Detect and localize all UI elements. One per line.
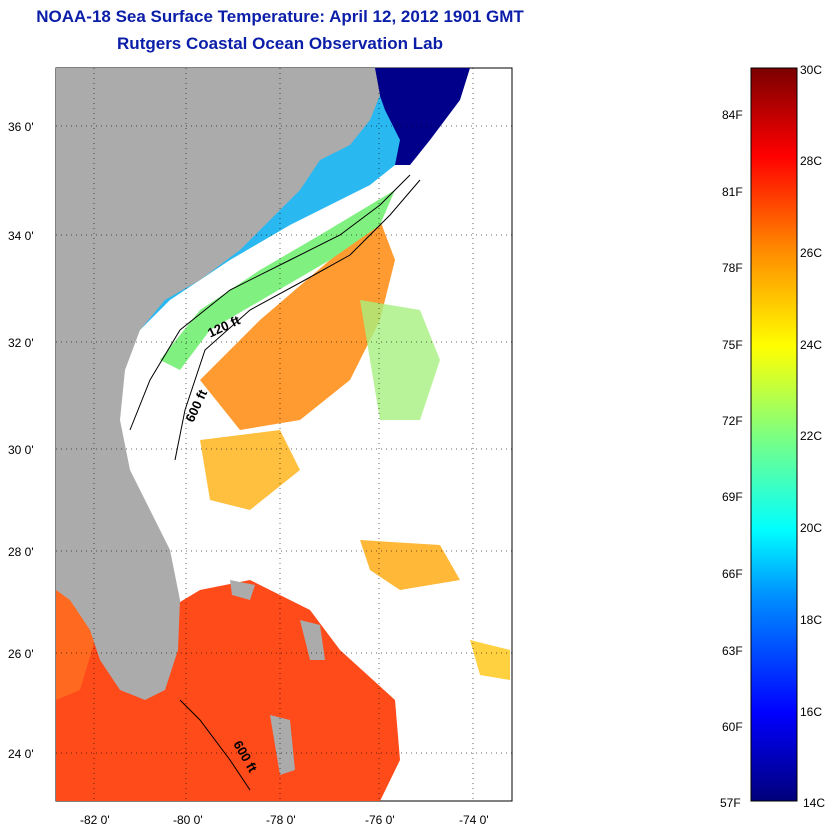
lat-label: 24 0' bbox=[8, 747, 34, 761]
lat-label: 36 0' bbox=[8, 120, 34, 134]
colorbar-f-label: 60F bbox=[722, 720, 743, 734]
offshore-green-patch bbox=[360, 300, 440, 420]
lon-axis: -82 0' -80 0' -78 0' -76 0' -74 0' bbox=[80, 813, 489, 827]
lat-label: 34 0' bbox=[8, 229, 34, 243]
lon-label: -76 0' bbox=[365, 813, 395, 827]
grid-lines bbox=[56, 68, 512, 801]
colorbar-c-label: 16C bbox=[800, 705, 822, 719]
colorbar-f-label: 57F bbox=[720, 796, 741, 810]
lat-label: 30 0' bbox=[8, 443, 34, 457]
colorbar-f-label: 72F bbox=[722, 414, 743, 428]
offshore-yellow-patch bbox=[200, 430, 300, 510]
map-body bbox=[56, 68, 510, 801]
land-mass bbox=[56, 68, 380, 700]
lat-label: 32 0' bbox=[8, 336, 34, 350]
bahamas-island-2 bbox=[270, 715, 295, 775]
lat-axis: 36 0' 34 0' 32 0' 30 0' 28 0' 26 0' 24 0… bbox=[8, 120, 34, 761]
colorbar-f-label: 75F bbox=[722, 338, 743, 352]
colorbar-scale bbox=[750, 67, 798, 802]
bahamas-island-3 bbox=[230, 580, 255, 600]
lon-label: -80 0' bbox=[173, 813, 203, 827]
colorbar-c-label: 18C bbox=[800, 613, 822, 627]
lat-label: 28 0' bbox=[8, 545, 34, 559]
colorbar-c-label: 20C bbox=[800, 521, 822, 535]
colorbar-c-label: 26C bbox=[800, 246, 822, 260]
shelf-cold-water bbox=[100, 68, 470, 420]
offshore-warm-band bbox=[200, 220, 395, 430]
map-title: NOAA-18 Sea Surface Temperature: April 1… bbox=[36, 7, 524, 26]
map-subtitle: Rutgers Coastal Ocean Observation Lab bbox=[117, 34, 443, 53]
lon-label: -78 0' bbox=[266, 813, 296, 827]
colorbar-f-label: 78F bbox=[722, 261, 743, 275]
lat-label: 26 0' bbox=[8, 647, 34, 661]
colorbar-c-label: 30C bbox=[800, 63, 822, 77]
offshore-yellow-east bbox=[470, 640, 510, 680]
lon-label: -74 0' bbox=[459, 813, 489, 827]
lon-label: -82 0' bbox=[80, 813, 110, 827]
contour-600ft bbox=[174, 179, 421, 461]
contour-600ft-south bbox=[179, 699, 251, 791]
coastal-cold-north bbox=[370, 68, 470, 165]
colorbar-f-label: 63F bbox=[722, 644, 743, 658]
colorbar: 84F 81F 78F 75F 72F 69F 66F 63F 60F 57F … bbox=[720, 63, 825, 810]
offshore-orange-patch bbox=[360, 540, 460, 590]
colorbar-f-label: 66F bbox=[722, 567, 743, 581]
colorbar-c-label: 24C bbox=[800, 338, 822, 352]
contour-120ft bbox=[129, 174, 411, 431]
colorbar-c-label: 14C bbox=[803, 796, 825, 810]
colorbar-f-label: 81F bbox=[722, 185, 743, 199]
colorbar-f-label: 69F bbox=[722, 490, 743, 504]
bahamas-island-1 bbox=[300, 620, 325, 660]
colorbar-f-label: 84F bbox=[722, 108, 743, 122]
colorbar-c-label: 22C bbox=[800, 429, 822, 443]
colorbar-c-label: 28C bbox=[800, 154, 822, 168]
